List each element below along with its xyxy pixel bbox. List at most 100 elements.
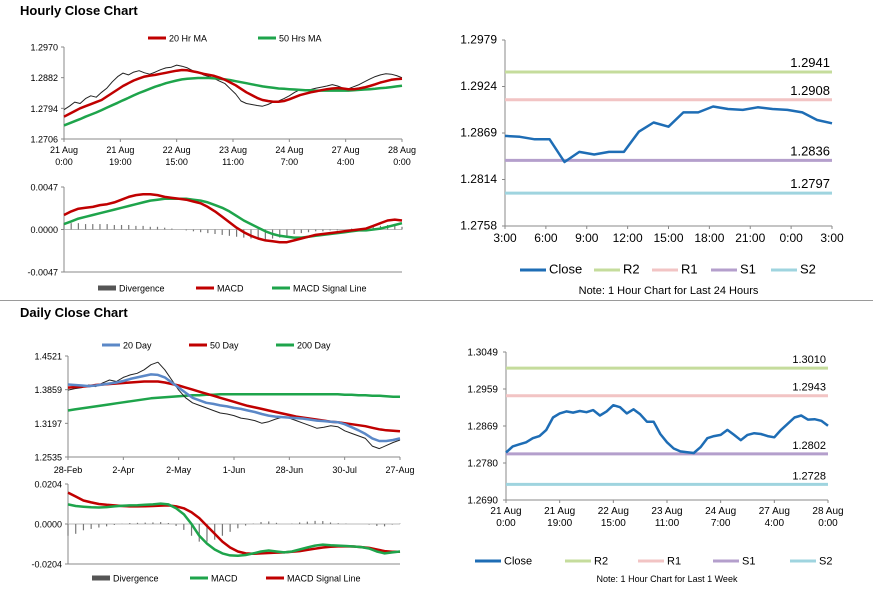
y-tick-label: 1.2535 (34, 453, 62, 463)
x-tick-label: 24 Aug (705, 506, 736, 517)
legend-label: Divergence (119, 284, 165, 294)
x-tick-label: 0:00 (55, 157, 73, 167)
legend-label: MACD Signal Line (287, 574, 361, 584)
x-tick-label: 3:00 (820, 231, 844, 245)
y-tick-label: -0.0204 (31, 560, 62, 570)
x-tick-label: 11:00 (655, 518, 680, 529)
x-tick-label: 2-Apr (112, 465, 134, 475)
legend-label: R2 (623, 262, 640, 277)
legend-label: S1 (740, 262, 756, 277)
x-tick-label: 24 Aug (275, 145, 303, 155)
x-tick-label: 0:00 (496, 518, 516, 529)
y-tick-label: -0.0047 (27, 268, 58, 278)
y-tick-label: 0.0047 (30, 183, 58, 193)
x-tick-label: 7:00 (281, 157, 299, 167)
legend-label: S2 (819, 556, 832, 568)
y-tick-label: 1.2882 (30, 73, 58, 83)
y-tick-label: 1.2814 (460, 172, 497, 186)
x-tick-label: 19:00 (109, 157, 132, 167)
legend-label: R1 (681, 262, 698, 277)
day20-series-line (67, 373, 401, 443)
y-tick-label: 0.0000 (30, 225, 58, 235)
price-series-line (67, 361, 401, 450)
x-tick-label: 4:00 (765, 518, 785, 529)
day200-series-line (67, 392, 400, 412)
level-label-s1: 1.2802 (792, 440, 826, 452)
x-tick-label: 15:00 (653, 231, 683, 245)
x-tick-label: 11:00 (222, 157, 244, 167)
x-tick-label: 28-Jun (276, 465, 304, 475)
level-label-s1: 1.2836 (790, 143, 830, 158)
x-tick-label: 6:00 (534, 231, 558, 245)
legend-label: MACD (211, 574, 238, 584)
y-tick-label: 1.2869 (467, 422, 498, 433)
x-tick-label: 21 Aug (106, 145, 134, 155)
x-tick-label: 22 Aug (163, 145, 191, 155)
ma20-series-line (63, 68, 403, 118)
level-label-r1: 1.2943 (792, 382, 826, 394)
x-tick-label: 23 Aug (651, 506, 682, 517)
macd-series-line (63, 192, 403, 244)
legend-label: Close (549, 262, 582, 277)
signal-series-line (63, 197, 403, 239)
y-tick-label: 1.4521 (34, 352, 62, 362)
x-tick-label: 27-Aug (385, 465, 414, 475)
y-tick-label: 1.3859 (34, 385, 62, 395)
chart-note: Note: 1 Hour Chart for Last 1 Week (597, 574, 738, 584)
x-tick-label: 28 Aug (812, 506, 843, 517)
x-tick-label: 27 Aug (759, 506, 790, 517)
x-tick-label: 1-Jun (223, 465, 246, 475)
x-tick-label: 0:00 (779, 231, 803, 245)
x-tick-label: 22 Aug (598, 506, 629, 517)
x-tick-label: 28 Aug (388, 145, 416, 155)
x-tick-label: 21:00 (735, 231, 765, 245)
x-tick-label: 0:00 (393, 157, 411, 167)
macd-series-line (67, 502, 401, 558)
level-label-r1: 1.2908 (790, 83, 830, 98)
level-label-r2: 1.2941 (790, 55, 830, 70)
close-series-line (504, 105, 833, 164)
y-tick-label: 1.2869 (460, 126, 497, 140)
x-tick-label: 21 Aug (544, 506, 575, 517)
close-series-line (505, 403, 829, 455)
y-tick-label: 1.2979 (460, 33, 497, 47)
x-tick-label: 19:00 (547, 518, 572, 529)
x-tick-label: 28-Feb (54, 465, 83, 475)
legend-label: Divergence (113, 574, 159, 584)
x-tick-label: 15:00 (601, 518, 626, 529)
legend-label: 50 Hrs MA (279, 34, 322, 44)
x-tick-label: 21 Aug (50, 145, 78, 155)
y-tick-label: 1.2924 (460, 79, 497, 93)
legend-label: R1 (667, 556, 681, 568)
legend-label: 20 Day (123, 341, 152, 351)
x-tick-label: 18:00 (694, 231, 724, 245)
y-tick-label: 1.2706 (30, 135, 58, 145)
y-tick-label: 0.0204 (34, 480, 62, 490)
legend-label: MACD Signal Line (293, 284, 367, 294)
y-tick-label: 1.2794 (30, 104, 58, 114)
y-tick-label: 1.2959 (467, 385, 498, 396)
x-tick-label: 15:00 (165, 157, 188, 167)
y-tick-label: 1.3197 (34, 419, 62, 429)
legend-label: S1 (742, 556, 755, 568)
x-tick-label: 4:00 (337, 157, 355, 167)
x-tick-label: 0:00 (818, 518, 838, 529)
y-tick-label: 1.2970 (30, 43, 58, 53)
legend-label: 50 Day (210, 341, 239, 351)
level-label-s2: 1.2728 (792, 470, 826, 482)
x-tick-label: 3:00 (493, 231, 517, 245)
chart-note: Note: 1 Hour Chart for Last 24 Hours (579, 285, 759, 297)
level-label-s2: 1.2797 (790, 176, 830, 191)
legend-label: R2 (594, 556, 608, 568)
x-tick-label: 2-May (166, 465, 192, 475)
x-tick-label: 30-Jul (332, 465, 357, 475)
hourly-section-title: Hourly Close Chart (20, 3, 138, 18)
day50-series-line (67, 380, 401, 433)
legend-label: 20 Hr MA (169, 34, 207, 44)
section-divider (0, 300, 873, 301)
x-tick-label: 12:00 (613, 231, 643, 245)
signal-series-line (67, 491, 400, 556)
level-label-r2: 1.3010 (792, 354, 826, 366)
y-tick-label: 1.2780 (467, 459, 498, 470)
y-tick-label: 1.2690 (467, 496, 498, 507)
